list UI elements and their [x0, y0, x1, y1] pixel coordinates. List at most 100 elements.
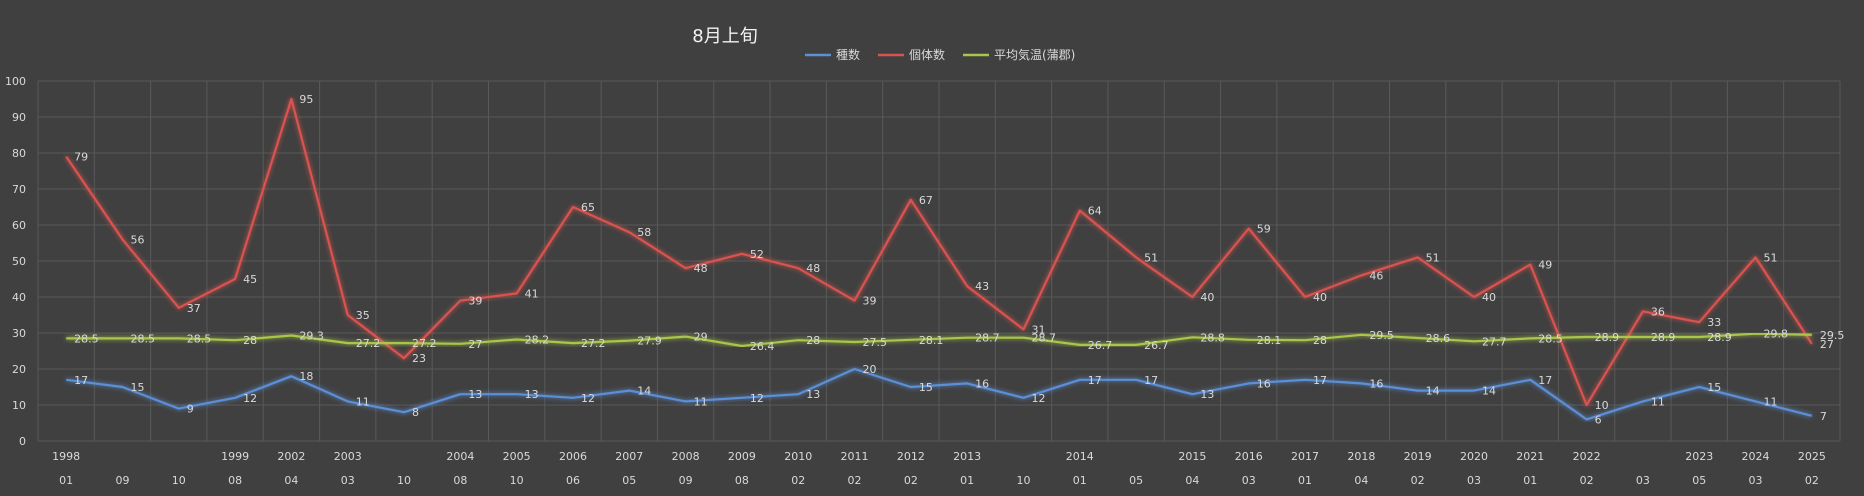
data-label: 65: [581, 201, 595, 214]
data-label: 49: [1538, 259, 1552, 272]
x-tick-year: 2015: [1178, 450, 1206, 463]
chart-legend: 種数 個体数 平均気温(蒲郡): [805, 47, 1075, 62]
x-tick-day: 02: [791, 474, 805, 487]
data-label: 29.5: [1820, 329, 1845, 342]
y-tick-label: 70: [12, 183, 26, 196]
x-tick-year: 2020: [1460, 450, 1488, 463]
series-line-2: [66, 332, 1812, 348]
data-label: 28: [806, 334, 820, 347]
x-tick-day: 08: [735, 474, 749, 487]
x-tick-day: 02: [1805, 474, 1819, 487]
x-tick-day: 04: [1354, 474, 1368, 487]
data-label: 12: [750, 392, 764, 405]
x-tick-day: 08: [453, 474, 467, 487]
x-tick-day: 04: [1185, 474, 1199, 487]
data-label: 12: [1031, 392, 1045, 405]
data-label: 51: [1426, 251, 1440, 264]
x-tick-day: 04: [284, 474, 298, 487]
legend-label: 種数: [836, 47, 860, 62]
data-label: 64: [1088, 205, 1102, 218]
data-label: 26.7: [1088, 339, 1113, 352]
data-label: 40: [1482, 291, 1496, 304]
data-label: 18: [299, 370, 313, 383]
x-tick-day: 08: [228, 474, 242, 487]
x-tick-day: 10: [397, 474, 411, 487]
data-label: 28.8: [1200, 331, 1225, 344]
y-tick-label: 50: [12, 255, 26, 268]
data-label: 58: [637, 226, 651, 239]
x-tick-year: 2019: [1404, 450, 1432, 463]
data-label: 10: [1595, 399, 1609, 412]
data-label: 29.3: [299, 330, 324, 343]
data-label: 11: [1764, 395, 1778, 408]
x-tick-year: 2016: [1235, 450, 1263, 463]
x-tick-year: 2014: [1066, 450, 1094, 463]
data-label: 11: [1651, 395, 1665, 408]
data-label: 13: [806, 388, 820, 401]
y-tick-label: 0: [19, 435, 26, 448]
data-label: 28.9: [1651, 331, 1676, 344]
data-label: 9: [187, 403, 194, 416]
x-tick-day: 03: [341, 474, 355, 487]
legend-label: 平均気温(蒲郡): [994, 47, 1075, 62]
data-label: 28: [243, 334, 257, 347]
x-tick-day: 05: [1692, 474, 1706, 487]
data-label: 8: [412, 406, 419, 419]
data-label: 26.7: [1144, 339, 1169, 352]
data-label: 41: [525, 287, 539, 300]
data-label: 28.5: [74, 332, 99, 345]
data-label: 15: [130, 381, 144, 394]
data-label: 28: [1313, 334, 1327, 347]
x-tick-year: 2018: [1347, 450, 1375, 463]
data-label: 17: [1313, 374, 1327, 387]
data-label: 14: [637, 385, 651, 398]
data-label: 43: [975, 280, 989, 293]
y-tick-label: 30: [12, 327, 26, 340]
series-line-0: [66, 367, 1813, 421]
data-label: 27.5: [863, 336, 888, 349]
data-label: 28.5: [1538, 332, 1563, 345]
x-tick-year: 2007: [615, 450, 643, 463]
data-label: 11: [356, 395, 370, 408]
data-label: 48: [694, 262, 708, 275]
x-tick-year: 2004: [446, 450, 474, 463]
x-tick-year: 2025: [1798, 450, 1826, 463]
x-tick-year: 2021: [1516, 450, 1544, 463]
data-label: 6: [1595, 413, 1602, 426]
x-tick-year: 2003: [334, 450, 362, 463]
y-tick-label: 100: [5, 75, 26, 88]
data-label: 16: [1257, 377, 1271, 390]
x-tick-day: 01: [1523, 474, 1537, 487]
x-tick-day: 09: [679, 474, 693, 487]
x-tick-day: 01: [960, 474, 974, 487]
x-tick-year: 2024: [1742, 450, 1770, 463]
chart-title: 8月上旬: [692, 26, 757, 47]
x-tick-day: 02: [1580, 474, 1594, 487]
data-label: 17: [74, 374, 88, 387]
data-label: 14: [1426, 385, 1440, 398]
x-tick-day: 09: [115, 474, 129, 487]
data-label: 35: [356, 309, 370, 322]
data-label: 17: [1144, 374, 1158, 387]
data-label: 48: [806, 262, 820, 275]
data-label: 7: [1820, 410, 1827, 423]
data-label: 40: [1313, 291, 1327, 304]
x-tick-day: 03: [1242, 474, 1256, 487]
x-tick-day: 03: [1749, 474, 1763, 487]
x-tick-year: 2010: [784, 450, 812, 463]
x-tick-day: 10: [172, 474, 186, 487]
data-label: 27.2: [356, 337, 381, 350]
data-label: 16: [975, 377, 989, 390]
x-tick-day: 10: [510, 474, 524, 487]
x-tick-year: 2002: [277, 450, 305, 463]
data-label: 15: [919, 381, 933, 394]
data-label: 27: [1820, 338, 1834, 351]
data-label: 79: [74, 151, 88, 164]
data-label: 29.5: [1369, 329, 1394, 342]
data-label: 28.9: [1707, 331, 1732, 344]
data-label: 27.2: [412, 337, 437, 350]
x-tick-day: 06: [566, 474, 580, 487]
x-tick-day: 10: [1016, 474, 1030, 487]
data-label: 67: [919, 194, 933, 207]
